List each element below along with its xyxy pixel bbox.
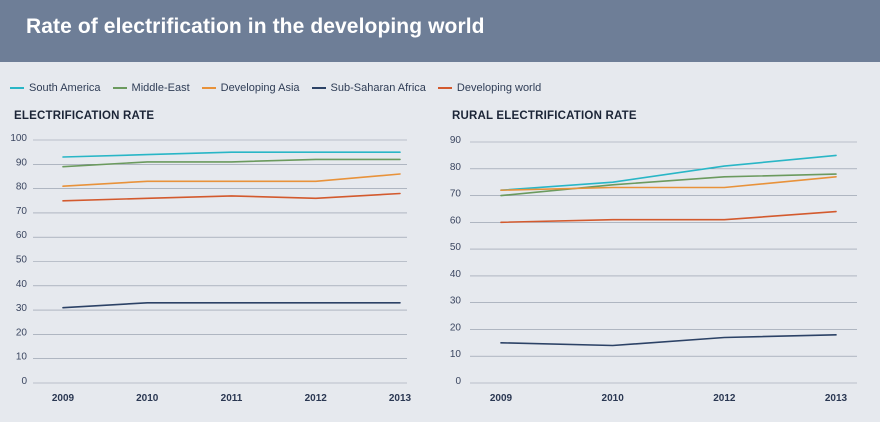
series-line-sub-saharan-africa — [62, 301, 401, 309]
x-tick-label: 2010 — [136, 393, 159, 404]
y-tick-label: 100 — [10, 133, 27, 144]
series-line-south-america — [500, 154, 837, 191]
series-line-developing-asia — [500, 176, 837, 191]
legend-label: Developing world — [456, 82, 542, 94]
y-tick-label: 70 — [450, 189, 462, 200]
header-banner: Rate of electrification in the developin… — [0, 0, 880, 62]
legend-item-developing-world: Developing world — [437, 82, 542, 94]
y-tick-label: 40 — [450, 269, 462, 280]
y-tick-label: 80 — [450, 162, 462, 173]
legend-swatch-developing-asia — [201, 87, 216, 89]
legend-item-developing-asia: Developing Asia — [201, 82, 300, 94]
legend-label: Middle-East — [131, 82, 190, 94]
legend-swatch-sub-saharan-africa — [311, 87, 326, 89]
y-tick-label: 60 — [16, 230, 28, 241]
chart-title-electrification: ELECTRIFICATION RATE — [14, 110, 155, 122]
series-line-developing-asia — [62, 173, 401, 187]
y-tick-label: 20 — [450, 322, 462, 333]
x-tick-label: 2013 — [825, 393, 848, 404]
legend-item-middle-east: Middle-East — [112, 82, 190, 94]
y-tick-label: 60 — [450, 215, 462, 226]
x-tick-label: 2012 — [713, 393, 736, 404]
x-tick-label: 2013 — [389, 393, 412, 404]
y-tick-label: 20 — [16, 327, 28, 338]
legend-swatch-south-america — [10, 87, 24, 89]
legend-label: Developing Asia — [220, 82, 300, 94]
series-line-middle-east — [500, 173, 837, 197]
page-title: Rate of electrification in the developin… — [26, 15, 485, 38]
x-tick-label: 2011 — [221, 393, 243, 404]
y-tick-label: 40 — [16, 279, 28, 290]
legend: South America Middle-East Developing Asi… — [10, 80, 553, 96]
y-tick-label: 30 — [16, 303, 28, 314]
x-tick-label: 2012 — [305, 393, 328, 404]
y-tick-label: 80 — [16, 182, 28, 193]
y-tick-label: 30 — [450, 296, 462, 307]
legend-label: Sub-Saharan Africa — [330, 82, 426, 94]
legend-swatch-middle-east — [112, 87, 127, 89]
y-tick-label: 50 — [16, 255, 28, 266]
y-tick-label: 0 — [21, 376, 27, 387]
y-tick-label: 10 — [16, 352, 28, 363]
series-line-developing-world — [62, 192, 401, 202]
series-line-middle-east — [62, 158, 401, 168]
y-tick-label: 70 — [16, 206, 28, 217]
y-tick-label: 50 — [450, 242, 462, 253]
legend-item-south-america: South America — [10, 82, 101, 94]
y-tick-label: 10 — [450, 349, 462, 360]
x-tick-label: 2009 — [52, 393, 75, 404]
x-tick-label: 2010 — [602, 393, 625, 404]
y-tick-label: 90 — [16, 157, 28, 168]
chart-title-rural-electrification: RURAL ELECTRIFICATION RATE — [452, 110, 637, 122]
series-line-sub-saharan-africa — [500, 333, 837, 347]
series-line-developing-world — [500, 210, 837, 224]
y-tick-label: 0 — [455, 376, 461, 387]
legend-label: South America — [29, 82, 101, 94]
legend-swatch-developing-world — [437, 87, 452, 89]
series-line-south-america — [62, 151, 401, 158]
legend-item-sub-saharan-africa: Sub-Saharan Africa — [311, 82, 426, 94]
x-tick-label: 2009 — [490, 393, 513, 404]
y-tick-label: 90 — [450, 135, 462, 146]
